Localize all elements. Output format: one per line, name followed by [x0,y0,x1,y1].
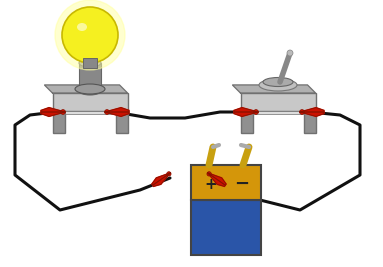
Ellipse shape [263,77,293,87]
Ellipse shape [259,79,297,91]
Ellipse shape [75,84,105,94]
Circle shape [254,109,259,114]
FancyBboxPatch shape [52,93,128,111]
Circle shape [55,0,125,70]
Ellipse shape [79,87,101,95]
Circle shape [207,172,211,176]
Polygon shape [105,108,129,112]
Polygon shape [153,173,170,186]
Text: −: − [234,175,249,193]
FancyBboxPatch shape [52,111,64,133]
FancyBboxPatch shape [303,111,316,133]
FancyBboxPatch shape [191,200,261,255]
Circle shape [105,109,110,114]
Circle shape [300,109,304,114]
Ellipse shape [77,23,87,31]
Polygon shape [208,173,225,186]
Polygon shape [300,108,324,112]
FancyBboxPatch shape [79,63,101,91]
Polygon shape [152,173,170,185]
Circle shape [62,7,118,63]
Ellipse shape [79,59,101,67]
Polygon shape [234,112,258,116]
Circle shape [167,172,171,176]
Polygon shape [41,112,65,116]
Polygon shape [208,173,226,185]
Polygon shape [41,108,65,112]
FancyBboxPatch shape [241,111,252,133]
FancyBboxPatch shape [116,111,128,133]
Polygon shape [44,85,128,93]
FancyBboxPatch shape [241,93,316,111]
FancyBboxPatch shape [252,111,303,114]
Polygon shape [105,112,129,116]
Circle shape [287,50,293,56]
FancyBboxPatch shape [83,58,97,68]
FancyBboxPatch shape [191,165,261,200]
Polygon shape [300,112,324,116]
Polygon shape [232,85,316,93]
Polygon shape [234,108,258,112]
FancyBboxPatch shape [64,111,116,114]
Circle shape [61,109,65,114]
Text: +: + [204,177,217,192]
